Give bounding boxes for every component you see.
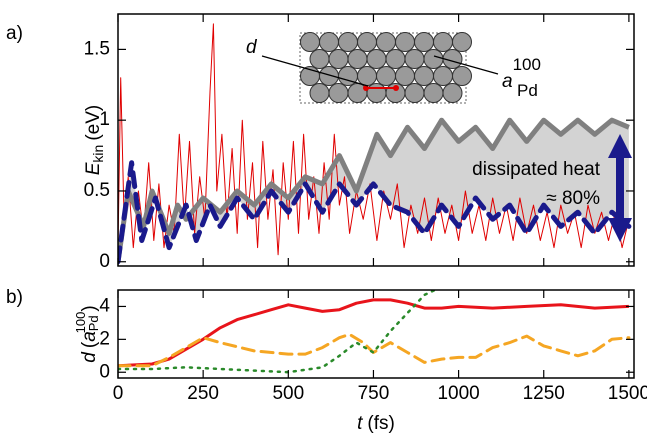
atom xyxy=(414,66,434,86)
y-tick-label: 2 xyxy=(99,328,110,349)
atom xyxy=(347,49,368,69)
atom xyxy=(442,83,463,103)
inset-a-label: a100 Pd xyxy=(502,55,541,100)
atom xyxy=(319,66,339,86)
series-line xyxy=(118,160,632,265)
annotation: dissipated heat xyxy=(472,159,601,180)
atom xyxy=(404,49,425,69)
x-tick-label: 750 xyxy=(358,383,390,404)
atom xyxy=(319,32,339,52)
panel-label: a) xyxy=(6,23,23,44)
plot-area-b xyxy=(118,290,631,374)
inset: d a100 Pd xyxy=(246,32,541,104)
y-symbol: E xyxy=(83,162,104,175)
y-a: a xyxy=(79,331,100,342)
y-close: ) xyxy=(79,305,100,311)
series-line xyxy=(118,117,630,263)
atom xyxy=(452,66,472,86)
atom xyxy=(395,66,415,86)
atom-marker xyxy=(363,85,369,91)
series-line xyxy=(118,290,437,374)
a-subscript: Pd xyxy=(517,81,538,100)
leader xyxy=(261,55,369,87)
y-sub: Pd xyxy=(86,315,101,331)
inset-d-label: d xyxy=(246,37,258,58)
y-tick-label: 1 xyxy=(99,109,110,130)
plot-area-a xyxy=(118,23,632,265)
atom xyxy=(328,49,349,69)
atom xyxy=(423,83,444,103)
y-unit: (eV) xyxy=(83,105,104,141)
atom xyxy=(423,49,444,69)
axes-frame xyxy=(117,289,635,379)
atom xyxy=(404,83,425,103)
a-superscript: 100 xyxy=(513,55,541,74)
atom xyxy=(433,66,453,86)
series-line xyxy=(118,332,631,368)
atom xyxy=(433,32,453,52)
panel-label: b) xyxy=(6,287,23,308)
a-symbol: a xyxy=(502,71,513,92)
x-tick-label: 1000 xyxy=(437,383,479,404)
y-open: ( xyxy=(79,341,100,348)
series-line xyxy=(118,298,629,368)
y-tick-label: 0 xyxy=(99,251,110,272)
y-tick-label: 0 xyxy=(99,361,110,382)
atom xyxy=(385,49,406,69)
x-tick-label: 0 xyxy=(113,383,124,404)
atom xyxy=(452,32,472,52)
atom xyxy=(357,66,377,86)
axes-frame xyxy=(117,13,635,267)
atom xyxy=(366,83,387,103)
atom xyxy=(376,66,396,86)
atom xyxy=(366,49,387,69)
atom xyxy=(309,49,330,69)
atom xyxy=(300,32,320,52)
atom xyxy=(338,32,358,52)
atom xyxy=(395,32,415,52)
atom xyxy=(357,32,377,52)
atom xyxy=(376,32,396,52)
atom xyxy=(309,83,330,103)
y-axis-label: Ekin (eV) xyxy=(83,105,106,176)
leader xyxy=(433,55,499,75)
x-tick-label: 250 xyxy=(187,383,219,404)
annotation: ≈ 80% xyxy=(546,188,600,209)
atom xyxy=(328,83,349,103)
series-line xyxy=(118,23,630,256)
y-tick-label: 1.5 xyxy=(84,38,110,59)
x-tick-label: 1500 xyxy=(608,383,647,404)
atom-marker xyxy=(393,85,399,91)
x-symbol: t xyxy=(357,413,363,434)
y-symbol: d xyxy=(79,351,100,363)
x-tick-label: 500 xyxy=(272,383,304,404)
y-axis-label: d (aPd100) xyxy=(73,305,101,362)
dissipated-heat-area xyxy=(118,120,629,262)
atom xyxy=(414,32,434,52)
x-unit: (fs) xyxy=(367,413,394,434)
y-sup: 100 xyxy=(73,312,88,334)
y-tick-label: 0.5 xyxy=(84,180,110,201)
x-tick-label: 1250 xyxy=(523,383,565,404)
x-axis-label: t (fs) xyxy=(357,413,395,434)
y-subscript: kin xyxy=(90,145,106,163)
y-tick-label: 4 xyxy=(99,295,110,316)
